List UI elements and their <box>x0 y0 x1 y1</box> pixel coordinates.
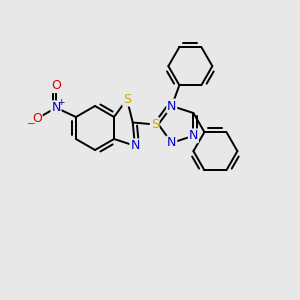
Text: N: N <box>189 129 198 142</box>
Text: −: − <box>27 119 35 129</box>
Text: N: N <box>51 101 61 114</box>
Text: N: N <box>167 100 176 112</box>
Text: O: O <box>51 79 61 92</box>
Text: +: + <box>57 98 65 107</box>
Text: N: N <box>167 136 176 149</box>
Text: O: O <box>32 112 42 125</box>
Text: S: S <box>123 93 131 106</box>
Text: N: N <box>130 139 140 152</box>
Text: S: S <box>151 118 159 131</box>
